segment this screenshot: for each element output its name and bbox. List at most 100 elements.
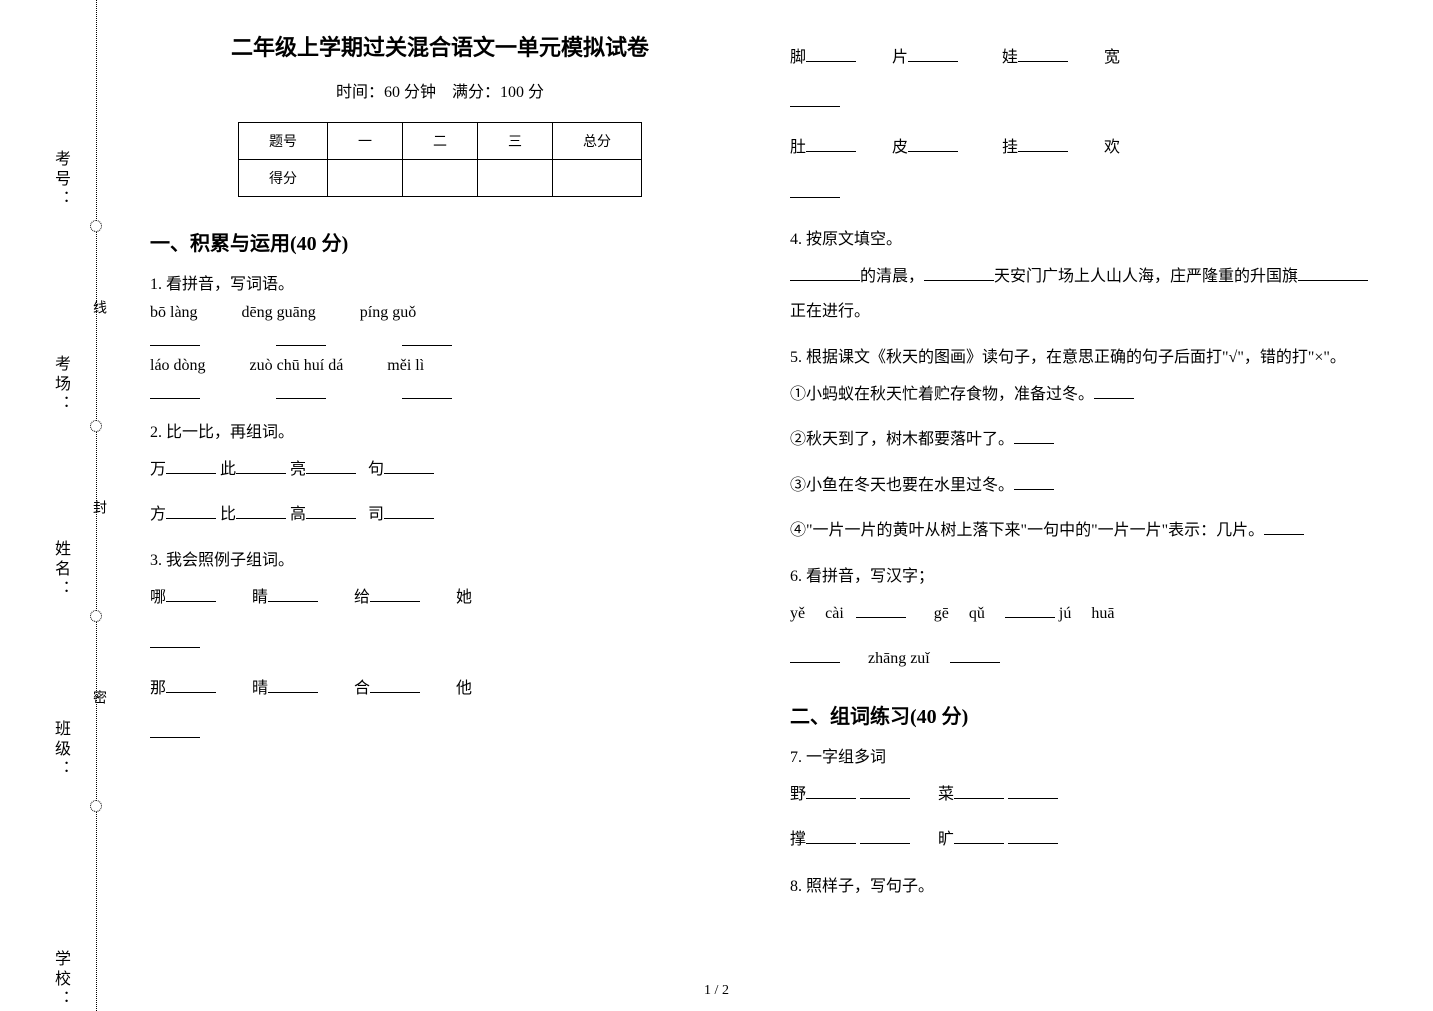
q1-r1-0: bō làng <box>150 304 198 322</box>
q3-r4: 肚 皮 挂 欢 <box>790 130 1370 165</box>
q7-title: 7. 一字组多词 <box>790 743 1370 767</box>
blank <box>268 675 318 693</box>
blank <box>924 263 994 281</box>
q7-r2-0: 撑 <box>790 831 806 848</box>
blank <box>236 456 286 474</box>
blank <box>150 381 200 399</box>
q3-r1: 哪 睛 给 她 <box>150 580 730 615</box>
blank <box>806 781 856 799</box>
blank <box>954 826 1004 844</box>
score-value-row: 得分 <box>239 160 642 197</box>
q1-row2-blanks <box>150 381 730 404</box>
blank <box>150 328 200 346</box>
q6-r1-1: cài <box>825 605 844 622</box>
binding-cutline-char: 线 <box>88 300 108 324</box>
q3-r1b <box>150 626 730 661</box>
q3-r1-3: 她 <box>456 589 472 606</box>
blank <box>1018 134 1068 152</box>
exam-title: 二年级上学期过关混合语文一单元模拟试卷 <box>150 30 730 62</box>
q2-r1-0: 万 <box>150 461 166 478</box>
q1-title: 1. 看拼音，写词语。 <box>150 270 730 294</box>
q6-r1-3: gē <box>934 605 949 622</box>
q2-r1-3: 句 <box>368 461 384 478</box>
binding-circle <box>90 220 102 232</box>
page-number: 1 / 2 <box>704 983 729 999</box>
q5-i1: ②秋天到了，树木都要落叶了。 <box>790 422 1370 457</box>
q3-r3: 脚 片 娃 宽 <box>790 40 1370 75</box>
blank <box>790 645 840 663</box>
q3-r3-3: 宽 <box>1104 49 1120 66</box>
blank <box>150 720 200 738</box>
score-h4: 总分 <box>553 123 642 160</box>
q6-r1: yě cài gē qǔ jú huā <box>790 596 1370 631</box>
score-header-row: 题号 一 二 三 总分 <box>239 123 642 160</box>
q3-r3-1: 片 <box>892 49 908 66</box>
blank <box>954 781 1004 799</box>
q5-i0-t: ①小蚂蚁在秋天忙着贮存食物，准备过冬。 <box>790 386 1094 403</box>
q7-r2-1: 旷 <box>938 831 954 848</box>
blank <box>1014 426 1054 444</box>
blank <box>860 826 910 844</box>
q3-r1-1: 睛 <box>252 589 268 606</box>
q7-r1-0: 野 <box>790 786 806 803</box>
blank <box>1094 381 1134 399</box>
score-h2: 二 <box>403 123 478 160</box>
score-h0: 题号 <box>239 123 328 160</box>
q3-r1-2: 给 <box>354 589 370 606</box>
q2-r2-0: 方 <box>150 506 166 523</box>
q3-r2: 那 晴 合 他 <box>150 671 730 706</box>
blank <box>276 328 326 346</box>
q6-title: 6. 看拼音，写汉字； <box>790 562 1370 586</box>
q7-r1-1: 菜 <box>938 786 954 803</box>
q3-r4b <box>790 176 1370 211</box>
right-column: 脚 片 娃 宽 肚 皮 挂 欢 4. 按原文填空。 的清晨，天安门广场上人山人海… <box>760 0 1400 1011</box>
binding-label-banji: 班级： <box>48 720 72 780</box>
blank <box>384 501 434 519</box>
score-table: 题号 一 二 三 总分 得分 <box>238 122 642 197</box>
q6-r1-4: qǔ <box>969 605 985 622</box>
score-v1 <box>328 160 403 197</box>
q3-r4-2: 挂 <box>1002 139 1018 156</box>
q3-r2-3: 他 <box>456 680 472 697</box>
blank <box>166 584 216 602</box>
q3-r2-0: 那 <box>150 680 166 697</box>
q6-r2: zhāng zuǐ <box>790 641 1370 676</box>
blank <box>306 456 356 474</box>
section2-head: 二、组词练习(40 分) <box>790 700 1370 729</box>
q2-r1-1: 此 <box>220 461 236 478</box>
q3-r2-1: 晴 <box>252 680 268 697</box>
q3-r4-3: 欢 <box>1104 139 1120 156</box>
q4-a: 的清晨， <box>860 268 924 285</box>
q6-r1-7: huā <box>1091 605 1114 622</box>
q3-r2b <box>150 716 730 751</box>
blank <box>1264 517 1304 535</box>
q5-i3-t: ④"一片一片的黄叶从树上落下来"一句中的"一片一片"表示：几片。 <box>790 522 1264 539</box>
blank <box>908 134 958 152</box>
blank <box>370 675 420 693</box>
q3-r3b <box>790 85 1370 120</box>
q7-r1: 野 菜 <box>790 777 1370 812</box>
blank <box>166 501 216 519</box>
left-column: 二年级上学期过关混合语文一单元模拟试卷 时间：60 分钟 满分：100 分 题号… <box>120 0 760 1011</box>
score-h3: 三 <box>478 123 553 160</box>
q1-row1-blanks <box>150 328 730 351</box>
score-h1: 一 <box>328 123 403 160</box>
q3-r2-2: 合 <box>354 680 370 697</box>
binding-circle <box>90 800 102 812</box>
q4-b: 天安门广场上人山人海，庄严隆重的升国旗 <box>994 268 1298 285</box>
q1-r2-0: láo dòng <box>150 357 206 375</box>
score-v0: 得分 <box>239 160 328 197</box>
blank <box>1014 472 1054 490</box>
q2-r1: 万 此 亮 句 <box>150 452 730 487</box>
q3-r4-0: 肚 <box>790 139 806 156</box>
blank <box>236 501 286 519</box>
section1-head: 一、积累与运用(40 分) <box>150 227 730 256</box>
blank <box>370 584 420 602</box>
q3-r1-0: 哪 <box>150 589 166 606</box>
blank <box>268 584 318 602</box>
q5-i1-t: ②秋天到了，树木都要落叶了。 <box>790 431 1014 448</box>
q6-r1-6: jú <box>1059 605 1071 622</box>
binding-label-xuexiao: 学校： <box>48 950 72 1010</box>
blank <box>166 675 216 693</box>
q1-row1: bō làng dēng guāng píng guǒ <box>150 304 730 322</box>
